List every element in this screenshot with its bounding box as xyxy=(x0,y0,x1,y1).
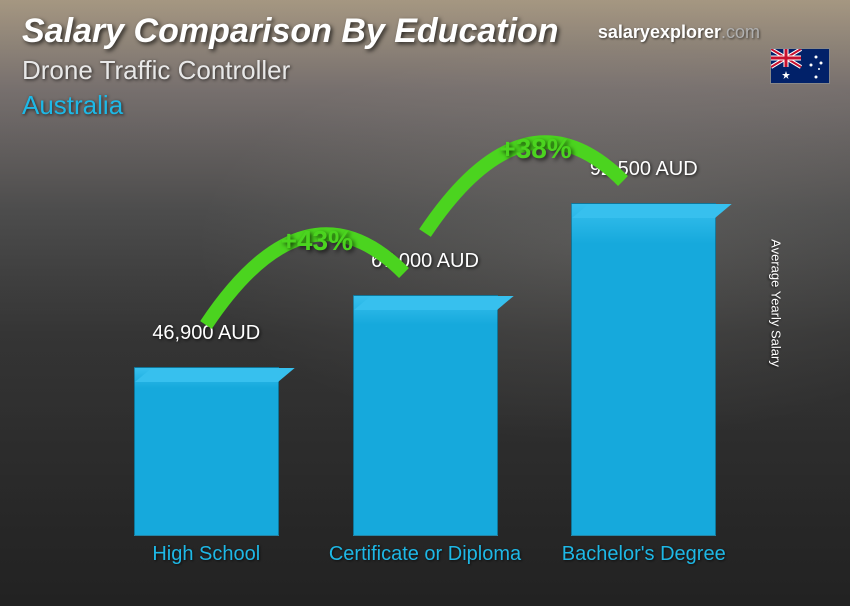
bar-category-high-school: High School xyxy=(96,542,316,566)
bar-high-school xyxy=(134,367,279,536)
watermark-brand: salaryexplorer xyxy=(598,22,721,42)
job-title: Drone Traffic Controller xyxy=(22,55,828,86)
increase-label-2: +38% xyxy=(499,133,571,165)
watermark: salaryexplorer.com xyxy=(598,22,760,43)
bar-category-certificate: Certificate or Diploma xyxy=(315,542,535,566)
increase-label-1: +43% xyxy=(281,225,353,257)
flag-icon xyxy=(770,48,830,84)
bar-category-bachelors: Bachelor's Degree xyxy=(534,542,754,566)
increase-arrow-icon xyxy=(395,93,684,305)
watermark-suffix: .com xyxy=(721,22,760,42)
salary-chart: 46,900 AUD High School 67,000 AUD Certif… xyxy=(60,130,790,536)
